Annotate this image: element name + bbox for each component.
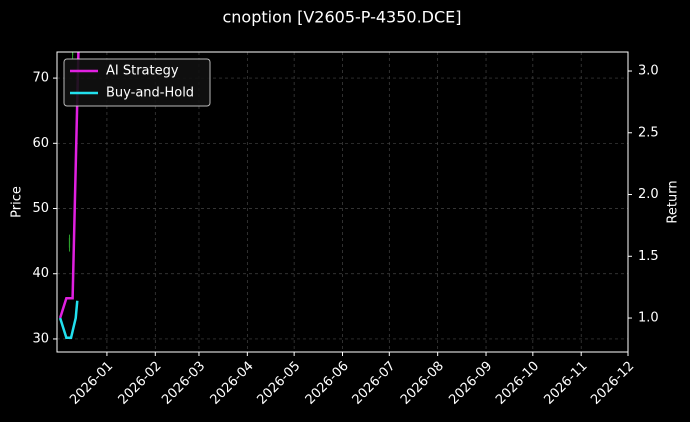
- y-tick-label: 50: [32, 201, 49, 216]
- y-tick-label: 60: [32, 136, 49, 151]
- x-tick-label: 2026-11: [541, 359, 590, 408]
- y2-tick-label: 3.0: [638, 64, 659, 79]
- y-tick-label: 30: [32, 331, 49, 346]
- series-line: [58, 52, 80, 319]
- legend-box: [63, 58, 211, 107]
- legend-label: Buy-and-Hold: [106, 86, 194, 101]
- x-tick-label: 2026-06: [303, 359, 352, 408]
- x-tick-label: 2026-02: [116, 359, 165, 408]
- x-tick-label: 2026-08: [398, 359, 447, 408]
- y2-axis-label: Return: [666, 180, 681, 223]
- x-tick-label: 2026-10: [493, 359, 542, 408]
- x-tick-label: 2026-04: [208, 359, 257, 408]
- x-tick-label: 2026-05: [254, 359, 303, 408]
- x-tick-label: 2026-01: [67, 359, 116, 408]
- series-line: [58, 300, 79, 340]
- y2-tick-label: 2.5: [638, 125, 659, 140]
- y-tick-label: 70: [32, 71, 49, 86]
- y2-tick-label: 1.5: [638, 249, 659, 264]
- candle-body: [68, 237, 71, 248]
- y2-tick-label: 2.0: [638, 187, 659, 202]
- candle-body: [72, 52, 74, 56]
- plot-area: [58, 52, 80, 340]
- legend-label: AI Strategy: [106, 64, 179, 79]
- y-axis-label: Price: [10, 186, 25, 218]
- y-tick-label: 40: [32, 266, 49, 281]
- y2-tick-label: 1.0: [638, 311, 659, 326]
- x-tick-label: 2026-03: [159, 359, 208, 408]
- x-tick-label: 2026-09: [446, 359, 495, 408]
- x-tick-label: 2026-12: [588, 359, 637, 408]
- legend: AI Strategy Buy-and-Hold: [63, 58, 211, 107]
- x-tick-label: 2026-07: [350, 359, 399, 408]
- grid: [57, 52, 629, 352]
- chart-title: cnoption [V2605-P-4350.DCE]: [222, 8, 461, 27]
